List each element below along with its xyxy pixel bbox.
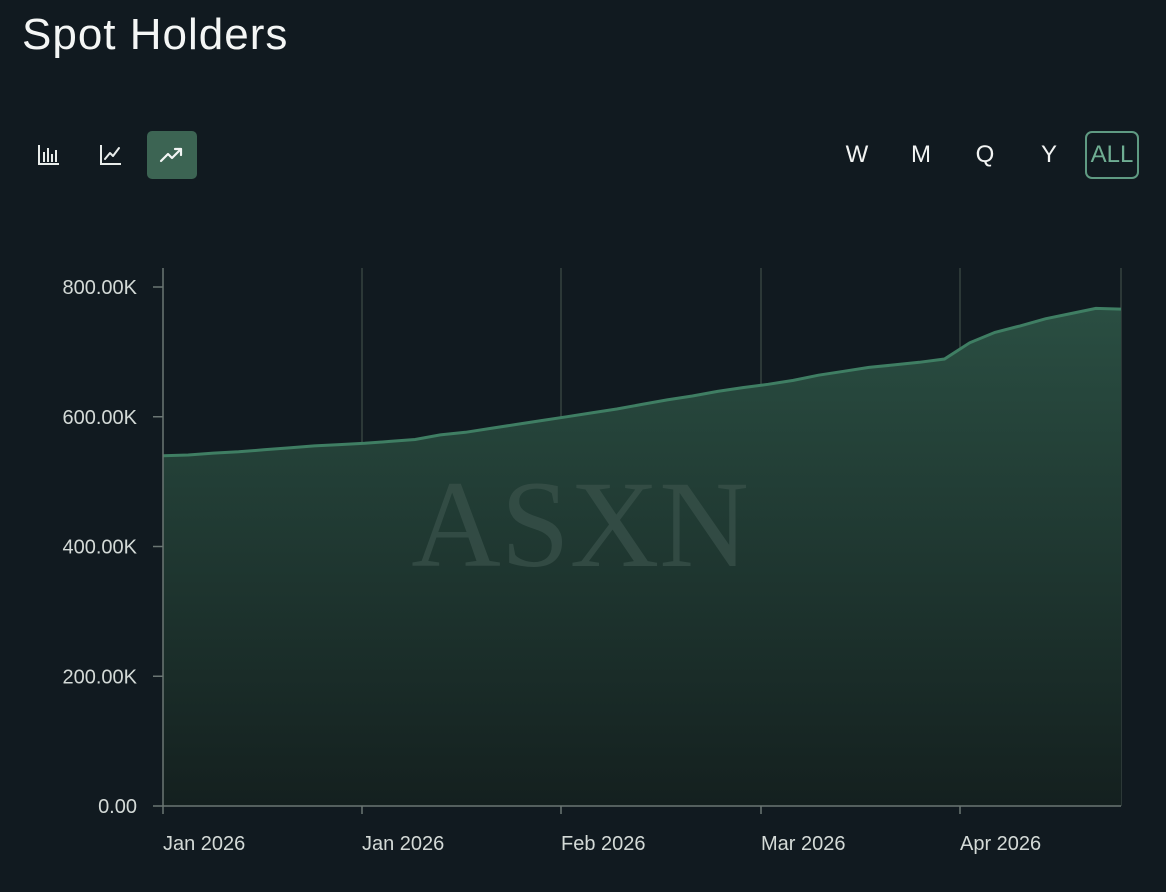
range-button-all[interactable]: ALL (1085, 131, 1139, 179)
x-tick-label: Jan 2026 (362, 833, 444, 855)
area-chart-button[interactable] (147, 131, 197, 179)
bar-chart-icon (38, 145, 59, 165)
area-fill (163, 308, 1121, 806)
line-chart-icon (100, 145, 121, 165)
range-button-month[interactable]: M (911, 141, 931, 168)
page-title: Spot Holders (22, 10, 289, 59)
range-button-quarter[interactable]: Q (975, 141, 995, 168)
y-tick-label: 800.00K (62, 277, 137, 299)
x-tick-label: Jan 2026 (163, 833, 245, 855)
x-tick-label: Mar 2026 (761, 833, 846, 855)
x-tick-label: Apr 2026 (960, 833, 1041, 855)
y-tick-label: 0.00 (98, 796, 137, 818)
y-tick-label: 600.00K (62, 407, 137, 429)
y-tick-label: 200.00K (62, 666, 137, 688)
x-tick-label: Feb 2026 (561, 833, 646, 855)
line-chart-button[interactable] (86, 131, 136, 179)
range-button-week[interactable]: W (845, 141, 869, 168)
y-tick-label: 400.00K (62, 537, 137, 559)
range-button-year[interactable]: Y (1040, 141, 1057, 168)
watermark-text: ASXN (411, 456, 749, 593)
series-line (162, 306, 1122, 458)
bar-chart-button[interactable] (24, 131, 74, 179)
trending-up-icon (159, 147, 183, 163)
